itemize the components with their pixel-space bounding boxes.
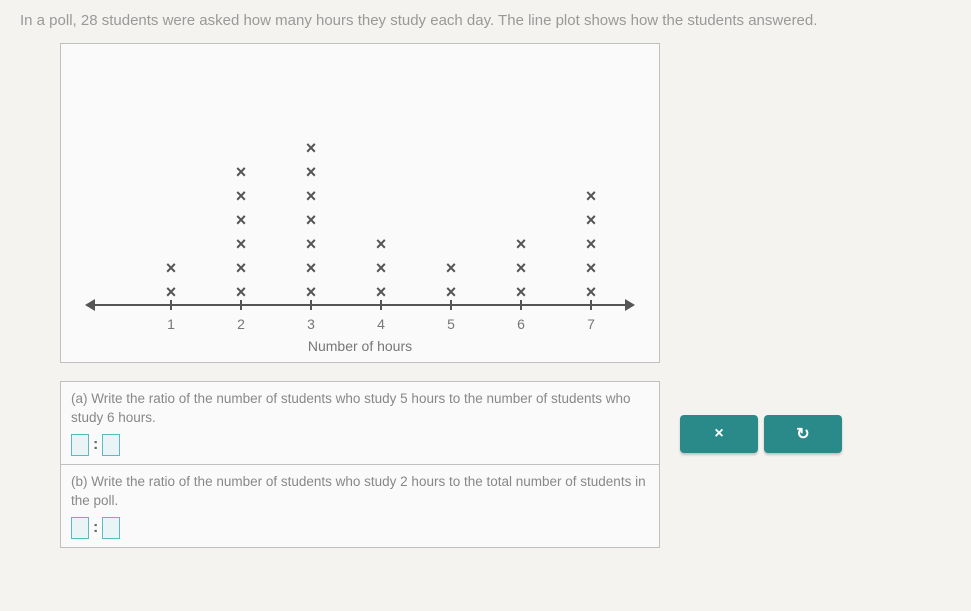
tick-label-7: 7 xyxy=(587,316,595,332)
axis-arrow-right-icon xyxy=(625,299,635,311)
question-a: (a) Write the ratio of the number of stu… xyxy=(60,381,660,465)
question-a-text: Write the ratio of the number of student… xyxy=(71,391,631,425)
plot-column-6: × × × xyxy=(506,232,536,304)
plot-column-3: × × × × × × × xyxy=(296,136,326,304)
tick-label-3: 3 xyxy=(307,316,315,332)
action-buttons: × ↻ xyxy=(680,415,842,453)
axis-tick xyxy=(170,300,172,310)
question-b-label: (b) xyxy=(71,474,88,489)
plot-mark: × xyxy=(376,232,387,256)
plot-mark: × xyxy=(446,256,457,280)
plot-mark: × xyxy=(376,256,387,280)
plot-column-2: × × × × × × xyxy=(226,160,256,304)
plot-mark: × xyxy=(306,160,317,184)
tick-label-5: 5 xyxy=(447,316,455,332)
axis-arrow-left-icon xyxy=(85,299,95,311)
plot-mark: × xyxy=(586,184,597,208)
ratio-b-left-input[interactable] xyxy=(71,517,89,539)
plot-mark: × xyxy=(306,232,317,256)
plot-mark: × xyxy=(306,256,317,280)
question-b: (b) Write the ratio of the number of stu… xyxy=(60,465,660,548)
axis-tick xyxy=(310,300,312,310)
axis-tick xyxy=(380,300,382,310)
tick-label-4: 4 xyxy=(377,316,385,332)
plot-mark: × xyxy=(586,208,597,232)
ratio-colon: : xyxy=(93,434,98,456)
reset-icon: ↻ xyxy=(796,424,809,444)
line-plot: × × × × × × × × × × × × × × × × × × × × xyxy=(60,43,660,363)
plot-mark: × xyxy=(236,184,247,208)
ratio-a-left-input[interactable] xyxy=(71,434,89,456)
question-a-label: (a) xyxy=(71,391,88,406)
plot-column-4: × × × xyxy=(366,232,396,304)
tick-label-2: 2 xyxy=(237,316,245,332)
plot-mark: × xyxy=(306,136,317,160)
ratio-input-a: : xyxy=(71,434,649,456)
question-b-text: Write the ratio of the number of student… xyxy=(71,474,646,508)
axis-tick xyxy=(450,300,452,310)
plot-mark: × xyxy=(166,256,177,280)
x-icon: × xyxy=(714,425,723,443)
plot-mark: × xyxy=(236,160,247,184)
plot-mark: × xyxy=(236,232,247,256)
plot-column-1: × × xyxy=(156,256,186,304)
axis-tick xyxy=(520,300,522,310)
ratio-b-right-input[interactable] xyxy=(102,517,120,539)
ratio-input-b: : xyxy=(71,517,649,539)
plot-mark: × xyxy=(586,232,597,256)
plot-mark: × xyxy=(306,184,317,208)
axis-tick xyxy=(240,300,242,310)
plot-column-7: × × × × × xyxy=(576,184,606,304)
ratio-colon: : xyxy=(93,517,98,539)
plot-mark: × xyxy=(586,256,597,280)
plot-mark: × xyxy=(516,256,527,280)
plot-mark: × xyxy=(236,208,247,232)
axis-tick xyxy=(590,300,592,310)
plot-mark: × xyxy=(306,208,317,232)
questions-panel: (a) Write the ratio of the number of stu… xyxy=(60,381,660,548)
tick-label-6: 6 xyxy=(517,316,525,332)
plot-mark: × xyxy=(516,232,527,256)
x-axis-label: Number of hours xyxy=(308,338,412,354)
problem-prompt: In a poll, 28 students were asked how ma… xyxy=(20,12,951,29)
plot-area: × × × × × × × × × × × × × × × × × × × × xyxy=(101,64,619,304)
plot-mark: × xyxy=(236,256,247,280)
reset-button[interactable]: ↻ xyxy=(764,415,842,453)
ratio-a-right-input[interactable] xyxy=(102,434,120,456)
plot-column-5: × × xyxy=(436,256,466,304)
tick-label-1: 1 xyxy=(167,316,175,332)
dismiss-button[interactable]: × xyxy=(680,415,758,453)
